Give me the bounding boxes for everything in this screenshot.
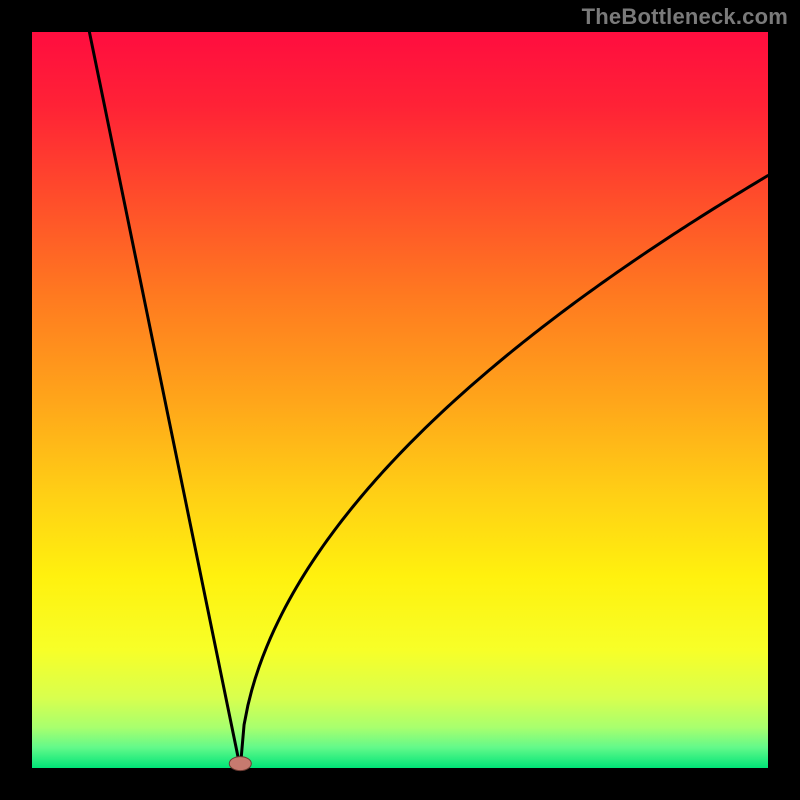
chart-svg <box>0 0 800 800</box>
gradient-background <box>32 32 768 768</box>
vertex-marker <box>229 757 251 771</box>
watermark-text: TheBottleneck.com <box>582 4 788 30</box>
chart-container: TheBottleneck.com <box>0 0 800 800</box>
